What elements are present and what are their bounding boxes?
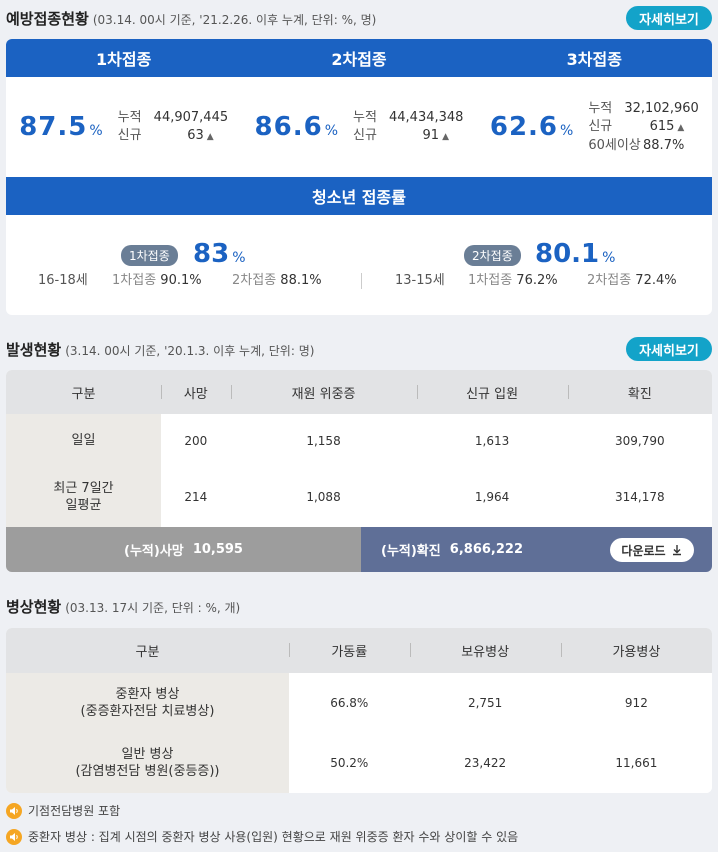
dose2-pct: 86.6% — [254, 112, 339, 142]
dose2-stats: 누적 44,434,348 신규 91 ▲ — [353, 109, 463, 146]
dose3-60plus: 88.7% — [643, 137, 685, 153]
dose-row: 87.5% 누적 44,907,445 신규 63 ▲ 86.6% 누적 44,434,… — [6, 77, 712, 177]
dose3-block: 62.6% 누적 32,102,960 신규 615 ▲ 60세이상 88.7% — [477, 77, 712, 177]
teen2-badge: 2차접종 — [464, 245, 521, 266]
teen2-age: 13-15세 — [395, 273, 445, 288]
beds-table-card: 구분 가동률 보유병상 가용병상 중환자 병상 (중증환자전담 치료병상) 66… — [6, 628, 712, 793]
note-item: 기점전담병원 포함 — [6, 802, 120, 819]
cell: 1,613 — [416, 414, 568, 467]
up-triangle-icon: ▲ — [442, 131, 449, 142]
teen-title-bar: 청소년 접종률 — [6, 177, 712, 215]
beds-title: 병상현황 — [6, 598, 62, 616]
dose3-title: 3차접종 — [566, 50, 622, 69]
cell: 1,088 — [230, 467, 417, 527]
table-row: 중환자 병상 (중증환자전담 치료병상) 66.8% 2,751 912 — [6, 673, 712, 733]
teen2-dose1: 1차접종 76.2% — [468, 273, 558, 288]
dose2-block: 86.6% 누적 44,434,348 신규 91 ▲ — [241, 77, 476, 177]
cell: 2,751 — [409, 673, 561, 733]
col-header: 구분 — [6, 370, 161, 414]
beds-table: 구분 가동률 보유병상 가용병상 중환자 병상 (중증환자전담 치료병상) 66… — [6, 628, 712, 793]
teen-row: 16-18세 1차접종 83% 1차접종 90.1% 2차접종 88.1% 13… — [6, 215, 712, 315]
cell: 912 — [560, 673, 712, 733]
vaccination-subtitle: (03.14. 00시 기준, '21.2.26. 이후 누계, 단위: %, … — [92, 13, 377, 27]
vaccination-card: 1차접종 2차접종 3차접종 87.5% 누적 44,907,445 신규 63 ▲ … — [6, 39, 712, 315]
col-header: 사망 — [161, 370, 231, 414]
dose2-title: 2차접종 — [331, 50, 387, 69]
col-header: 확진 — [567, 370, 712, 414]
row-label: 일반 병상 (감염병전담 병원(중등증)) — [6, 733, 289, 793]
teen1-pct: 83% — [193, 239, 246, 269]
dose3-stats: 누적 32,102,960 신규 615 ▲ 60세이상 88.7% — [588, 100, 699, 153]
cell: 1,964 — [416, 467, 568, 527]
row-label: 최근 7일간 일평균 — [6, 467, 161, 527]
teen2-pct: 80.1% — [535, 239, 616, 269]
beds-header: 병상현황 (03.13. 17시 기준, 단위 : %, 개) — [6, 596, 240, 617]
speaker-icon — [6, 802, 22, 819]
row-label: 중환자 병상 (중증환자전담 치료병상) — [6, 673, 289, 733]
dose1-stats: 누적 44,907,445 신규 63 ▲ — [118, 109, 228, 146]
teen1-age: 16-18세 — [38, 273, 88, 288]
table-row: 일일 200 1,158 1,613 309,790 — [6, 414, 712, 467]
col-header: 가용병상 — [560, 628, 712, 673]
teen1-dose1: 1차접종 90.1% — [112, 273, 202, 288]
dose3-pct: 62.6% — [489, 112, 575, 142]
up-triangle-icon: ▲ — [677, 122, 685, 133]
cell: 50.2% — [289, 733, 410, 793]
speaker-icon — [6, 828, 22, 845]
occurrence-table: 구분 사망 재원 위중증 신규 입원 확진 일일 200 1,158 1,613… — [6, 370, 712, 527]
cell: 214 — [161, 467, 231, 527]
note-item: 중환자 병상 : 집계 시점의 중환자 병상 사용(입원) 현황으로 재원 위중… — [6, 828, 518, 845]
cell: 23,422 — [409, 733, 561, 793]
dose1-new: 63 ▲ — [187, 127, 214, 143]
cell: 309,790 — [567, 414, 712, 467]
total-confirmed: (누적)확진 6,866,222 다운로드 — [361, 527, 712, 572]
download-icon — [672, 545, 681, 556]
download-button[interactable]: 다운로드 — [610, 538, 694, 562]
occurrence-subtitle: (3.14. 00시 기준, '20.1.3. 이후 누계, 단위: 명) — [65, 344, 315, 358]
up-triangle-icon: ▲ — [206, 131, 214, 142]
teen2-dose2: 2차접종 72.4% — [587, 273, 677, 288]
occurrence-more-button[interactable]: 자세히보기 — [626, 337, 712, 361]
note-text: 중환자 병상 : 집계 시점의 중환자 병상 사용(입원) 현황으로 재원 위중… — [28, 830, 519, 844]
dose1-cum: 44,907,445 — [153, 109, 229, 125]
occurrence-header: 발생현황 (3.14. 00시 기준, '20.1.3. 이후 누계, 단위: … — [6, 339, 314, 360]
row-label: 일일 — [6, 414, 161, 467]
total-death: (누적)사망 10,595 — [6, 527, 361, 572]
dose-title-bar: 1차접종 2차접종 3차접종 — [6, 39, 712, 77]
dose1-block: 87.5% 누적 44,907,445 신규 63 ▲ — [6, 77, 241, 177]
col-header: 보유병상 — [409, 628, 561, 673]
dose2-new: 91 ▲ — [422, 127, 449, 143]
col-header: 구분 — [6, 628, 289, 673]
vaccination-more-button[interactable]: 자세히보기 — [626, 6, 712, 30]
vaccination-header: 예방접종현황 (03.14. 00시 기준, '21.2.26. 이후 누계, … — [6, 8, 376, 29]
note-text: 기점전담병원 포함 — [28, 804, 121, 818]
table-row: 일반 병상 (감염병전담 병원(중등증)) 50.2% 23,422 11,66… — [6, 733, 712, 793]
cell: 11,661 — [560, 733, 712, 793]
occurrence-total-bar: (누적)사망 10,595 (누적)확진 6,866,222 다운로드 — [6, 527, 712, 572]
teen-divider — [361, 273, 362, 289]
dose2-cum: 44,434,348 — [389, 109, 464, 125]
teen-title: 청소년 접종률 — [312, 188, 406, 207]
occurrence-table-card: 구분 사망 재원 위중증 신규 입원 확진 일일 200 1,158 1,613… — [6, 370, 712, 527]
teen1-badge: 1차접종 — [121, 245, 178, 266]
col-header: 가동률 — [289, 628, 410, 673]
dose3-new: 615 ▲ — [649, 118, 685, 134]
cell: 1,158 — [230, 414, 417, 467]
beds-subtitle: (03.13. 17시 기준, 단위 : %, 개) — [65, 601, 241, 615]
dose1-title: 1차접종 — [96, 50, 152, 69]
vaccination-title: 예방접종현황 — [6, 10, 89, 28]
dose1-pct: 87.5% — [19, 112, 104, 142]
occurrence-title: 발생현황 — [6, 341, 62, 359]
cell: 66.8% — [289, 673, 410, 733]
col-header: 신규 입원 — [416, 370, 568, 414]
table-row: 최근 7일간 일평균 214 1,088 1,964 314,178 — [6, 467, 712, 527]
col-header: 재원 위중증 — [230, 370, 417, 414]
cell: 200 — [161, 414, 231, 467]
teen1-dose2: 2차접종 88.1% — [232, 273, 322, 288]
dose3-cum: 32,102,960 — [624, 100, 699, 116]
cell: 314,178 — [567, 467, 712, 527]
